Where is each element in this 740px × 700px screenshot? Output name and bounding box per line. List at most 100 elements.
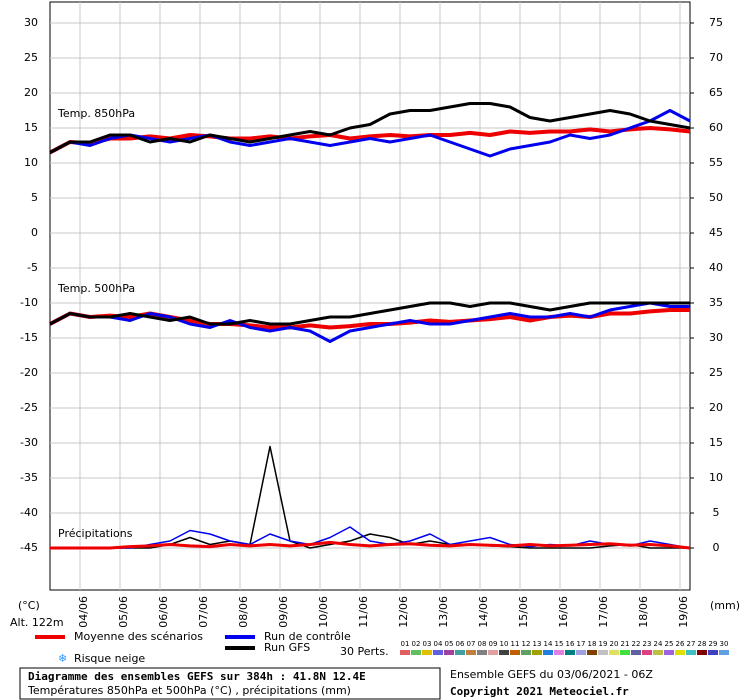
series-line: [49, 301, 690, 326]
x-tick-label: 06/06: [157, 596, 170, 628]
x-tick-label: 13/06: [437, 596, 450, 628]
y-tick-label: 25: [24, 51, 38, 64]
perturbation-label: 02: [412, 640, 421, 648]
y-axis-unit: (°C): [18, 599, 40, 612]
y2-tick-label: 40: [709, 261, 723, 274]
x-tick-label: 04/06: [77, 596, 90, 628]
x-tick-label: 18/06: [637, 596, 650, 628]
perturbation-label: 11: [511, 640, 520, 648]
series-line: [50, 526, 691, 549]
x-tick-label: 19/06: [677, 596, 690, 628]
y-tick-label: 5: [31, 191, 38, 204]
perturbation-swatch: [455, 650, 465, 655]
y2-tick-label: 20: [709, 401, 723, 414]
y2-tick-label: 65: [709, 86, 723, 99]
x-tick-label: 17/06: [597, 596, 610, 628]
legend-label: Run GFS: [264, 641, 310, 654]
perturbation-swatch: [543, 650, 553, 655]
legend-label: Moyenne des scénarios: [74, 630, 203, 643]
perturbation-label: 15: [555, 640, 564, 648]
x-tick-label: 12/06: [397, 596, 410, 628]
perturbation-label: 12: [522, 640, 531, 648]
perturbation-label: 16: [566, 640, 575, 648]
perturbation-swatch: [697, 650, 707, 655]
perturbation-label: 19: [599, 640, 608, 648]
y-tick-label: -25: [20, 401, 38, 414]
perturbation-swatch: [642, 650, 652, 655]
perturbation-swatch: [609, 650, 619, 655]
perturbation-swatch: [433, 650, 443, 655]
x-tick-label: 05/06: [117, 596, 130, 628]
perturbation-label: 20: [610, 640, 619, 648]
snow-label: Risque neige: [74, 652, 145, 665]
series-line: [49, 301, 690, 343]
y-tick-label: 20: [24, 86, 38, 99]
y-tick-label: -45: [20, 541, 38, 554]
perturbation-swatch: [521, 650, 531, 655]
x-tick-label: 11/06: [357, 596, 370, 628]
perturbation-swatch: [477, 650, 487, 655]
x-tick-label: 10/06: [317, 596, 330, 628]
perturbation-label: 23: [643, 640, 652, 648]
perturbation-swatch: [444, 650, 454, 655]
perturbation-label: 05: [445, 640, 454, 648]
perturbation-swatch: [422, 650, 432, 655]
y-tick-label: -20: [20, 366, 38, 379]
perturbation-label: 18: [588, 640, 597, 648]
panel-label: Précipitations: [58, 527, 133, 540]
perturbation-label: 10: [500, 640, 509, 648]
perturbation-swatch: [631, 650, 641, 655]
perturbation-label: 27: [687, 640, 696, 648]
perturbation-label: 07: [467, 640, 476, 648]
y2-tick-label: 55: [709, 156, 723, 169]
y2-tick-label: 30: [709, 331, 723, 344]
y2-tick-label: 5: [713, 506, 720, 519]
title: Diagramme des ensembles GEFS sur 384h : …: [28, 670, 366, 683]
perturbation-label: 28: [698, 640, 707, 648]
y-tick-label: 0: [31, 226, 38, 239]
y-tick-label: -40: [20, 506, 38, 519]
y2-tick-label: 10: [709, 471, 723, 484]
perturbation-swatch: [466, 650, 476, 655]
y-tick-label: 15: [24, 121, 38, 134]
perturbation-swatch: [675, 650, 685, 655]
perturbation-label: 08: [478, 640, 487, 648]
y2-tick-label: 75: [709, 16, 723, 29]
perturbation-label: 17: [577, 640, 586, 648]
perturbation-swatch: [664, 650, 674, 655]
series-line: [49, 102, 691, 154]
perturbation-swatch: [598, 650, 608, 655]
panel-label: Temp. 500hPa: [57, 282, 135, 295]
perturbation-label: 03: [423, 640, 432, 648]
perturbation-label: 09: [489, 640, 498, 648]
perturbation-swatch: [532, 650, 542, 655]
perturbation-swatch: [554, 650, 564, 655]
y2-tick-label: 25: [709, 366, 723, 379]
subtitle: Températures 850hPa et 500hPa (°C) , pré…: [27, 684, 351, 697]
perturbation-label: 24: [654, 640, 663, 648]
perturbation-label: 26: [676, 640, 685, 648]
altitude: Alt. 122m: [10, 616, 64, 629]
snow-icon: ❄: [58, 652, 67, 665]
run-info: Ensemble GEFS du 03/06/2021 - 06Z: [450, 668, 653, 681]
y2-tick-label: 70: [709, 51, 723, 64]
panel-label: Temp. 850hPa: [57, 107, 135, 120]
copyright: Copyright 2021 Meteociel.fr: [450, 685, 629, 698]
perturbation-label: 04: [434, 640, 443, 648]
y2-tick-label: 60: [709, 121, 723, 134]
y2-tick-label: 15: [709, 436, 723, 449]
perturbation-label: 01: [401, 640, 410, 648]
series-line: [50, 540, 691, 550]
y-tick-label: -5: [27, 261, 38, 274]
y2-tick-label: 35: [709, 296, 723, 309]
y-tick-label: 10: [24, 156, 38, 169]
x-tick-label: 15/06: [517, 596, 530, 628]
x-tick-label: 16/06: [557, 596, 570, 628]
perturbation-label: 29: [709, 640, 718, 648]
perturbation-swatch: [488, 650, 498, 655]
perturbations-label: 30 Perts.: [340, 645, 389, 658]
perturbation-swatch: [565, 650, 575, 655]
perturbation-label: 21: [621, 640, 630, 648]
perturbation-label: 25: [665, 640, 674, 648]
